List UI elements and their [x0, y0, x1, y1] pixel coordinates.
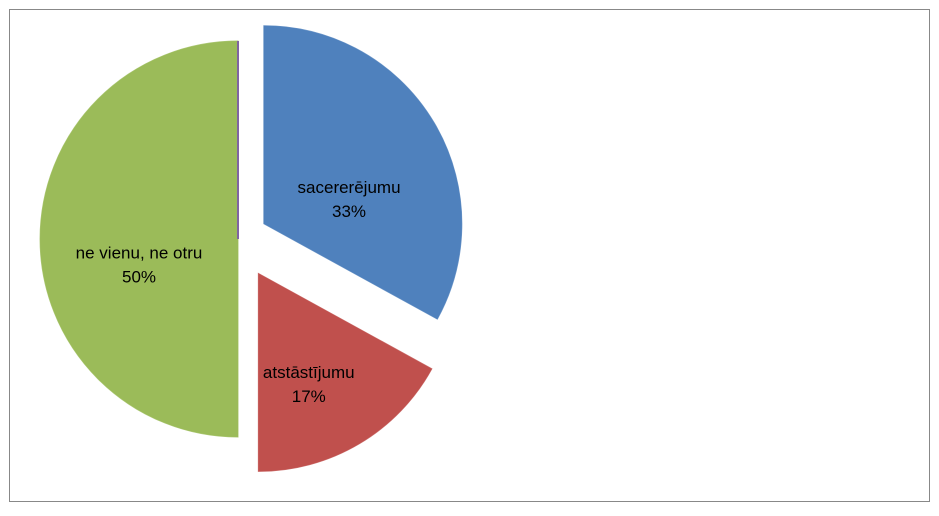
pie-slice	[39, 40, 239, 438]
slice-value-label: 33%	[332, 202, 366, 221]
slice-value-label: 17%	[292, 387, 326, 406]
slice-label: sacererējumu	[298, 178, 401, 197]
slice-label: atstāstījumu	[263, 363, 355, 382]
slice-value-label: 50%	[122, 267, 156, 286]
slice-label: ne vienu, ne otru	[76, 243, 203, 262]
pie-slice	[263, 25, 463, 320]
pie-slice	[257, 272, 433, 472]
